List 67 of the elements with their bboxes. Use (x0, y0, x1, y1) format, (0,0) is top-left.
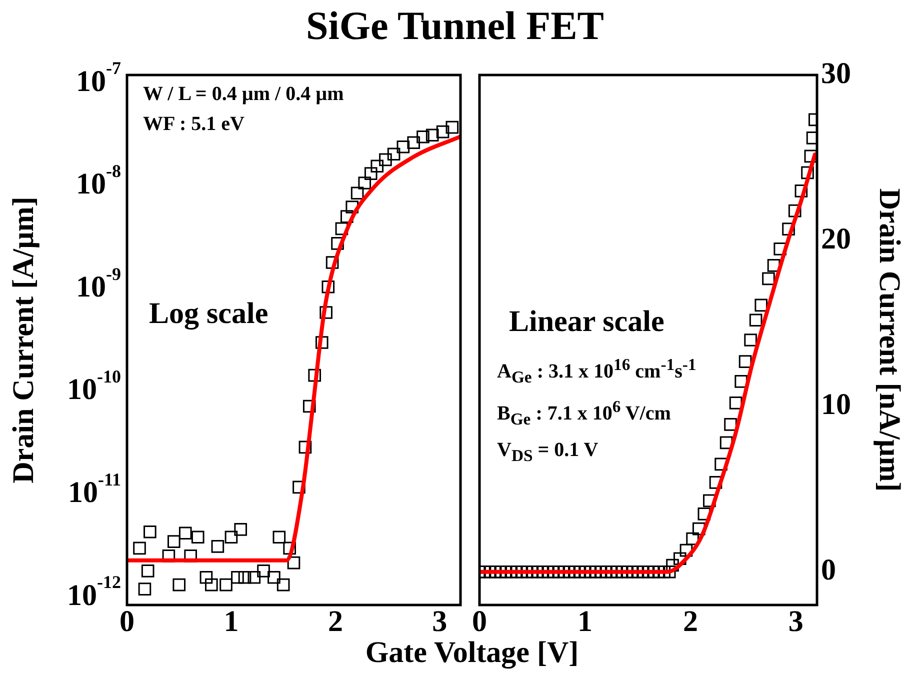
point (231, 570, 244, 584)
point (205, 578, 218, 592)
annotation: A$_{Ge}$ : 3.1 x 10$^{16}$ cm$^{-1}$s$^{-1}$ (497, 355, 696, 388)
point (302, 400, 316, 413)
point (276, 578, 290, 592)
point (436, 125, 450, 138)
point (426, 128, 439, 142)
x-axis-title: Gate Voltage [V] (365, 636, 579, 670)
point (379, 153, 392, 166)
annotation: V$_{DS}$ = 0.1 V (497, 439, 598, 466)
point (234, 523, 248, 536)
point (167, 535, 180, 548)
point (200, 570, 213, 584)
point (407, 136, 420, 150)
y2-tick-label: 0 (821, 554, 836, 587)
y2-tick-label: 20 (821, 222, 851, 256)
point (220, 578, 232, 592)
x-tick-label: 1 (577, 604, 592, 638)
x-tick-label: 3 (788, 604, 804, 638)
x-tick-label: 2 (328, 604, 343, 638)
point (224, 530, 238, 544)
point (238, 570, 252, 584)
point (133, 542, 146, 555)
point (346, 200, 359, 214)
y2-tick-label: 10 (821, 388, 851, 421)
point (315, 336, 328, 349)
point (416, 130, 430, 144)
y2-tick-label: 30 (821, 56, 851, 90)
point (172, 578, 186, 592)
point (298, 440, 312, 454)
chart-title: SiGe Tunnel FET (306, 2, 604, 49)
x-tick-label: 2 (682, 604, 698, 638)
point (268, 570, 280, 584)
point (446, 120, 459, 134)
x-tick-label: 0 (472, 604, 487, 638)
annotation: WF : 5.1 eV (143, 113, 244, 136)
point (257, 564, 270, 578)
x-tick-label: 3 (432, 604, 448, 638)
point (178, 526, 192, 540)
point (308, 368, 321, 382)
x-tick-label: 0 (120, 604, 134, 638)
y2-axis-title: Drain Current [nA/µm] (872, 188, 906, 492)
point (191, 530, 204, 544)
point (326, 256, 339, 269)
point (350, 186, 364, 200)
point (283, 542, 296, 555)
annotation: Linear scale (509, 305, 664, 339)
point (287, 556, 300, 570)
y-axis-title: Drain Current [A/µm] (7, 196, 41, 484)
point (144, 525, 156, 538)
annotation: Log scale (149, 297, 268, 331)
point (138, 582, 152, 596)
point (141, 564, 154, 578)
annotation: B$_{Ge}$ : 7.1 x 10$^{6}$ V/cm (497, 397, 671, 430)
point (272, 530, 286, 544)
point (358, 176, 372, 190)
point (320, 306, 332, 319)
point (370, 160, 384, 173)
x-tick-label: 1 (224, 604, 239, 638)
point (396, 140, 410, 154)
annotation: W / L = 0.4 µm / 0.4 µm (143, 83, 344, 106)
point (364, 167, 378, 180)
point (322, 280, 335, 294)
point (331, 237, 344, 250)
point (387, 148, 400, 161)
point (248, 570, 261, 584)
point (211, 540, 224, 553)
